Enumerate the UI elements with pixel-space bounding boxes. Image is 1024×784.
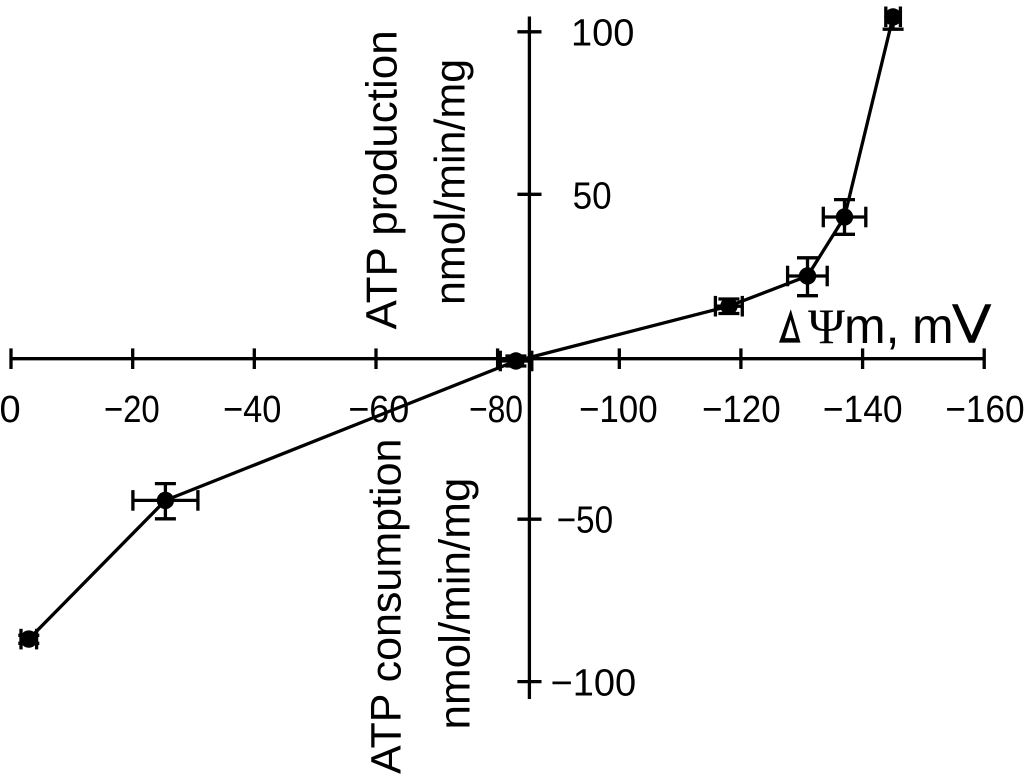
svg-text:0: 0 bbox=[0, 389, 21, 431]
svg-text:ATP consumption: ATP consumption bbox=[363, 439, 411, 774]
svg-text:−20: −20 bbox=[104, 389, 160, 431]
svg-text:−60: −60 bbox=[348, 389, 409, 431]
svg-text:Ψ: Ψ bbox=[808, 298, 845, 354]
svg-text:−140: −140 bbox=[823, 389, 903, 431]
svg-text:−160: −160 bbox=[945, 389, 1024, 431]
svg-text:−120: −120 bbox=[702, 389, 781, 431]
svg-text:m: m bbox=[912, 298, 954, 354]
svg-text:−40: −40 bbox=[223, 389, 281, 431]
svg-text:−100: −100 bbox=[551, 663, 637, 705]
svg-text:−100: −100 bbox=[579, 389, 658, 431]
svg-text:nmol/min/mg: nmol/min/mg bbox=[431, 478, 480, 730]
svg-text:nmol/min/mg: nmol/min/mg bbox=[427, 59, 475, 305]
svg-text:50: 50 bbox=[573, 176, 612, 218]
svg-text:−80: −80 bbox=[469, 389, 523, 431]
svg-text:ATP production: ATP production bbox=[357, 30, 406, 329]
svg-text:m,: m, bbox=[844, 298, 900, 354]
svg-text:−50: −50 bbox=[557, 499, 614, 541]
svg-text:100: 100 bbox=[571, 13, 634, 55]
